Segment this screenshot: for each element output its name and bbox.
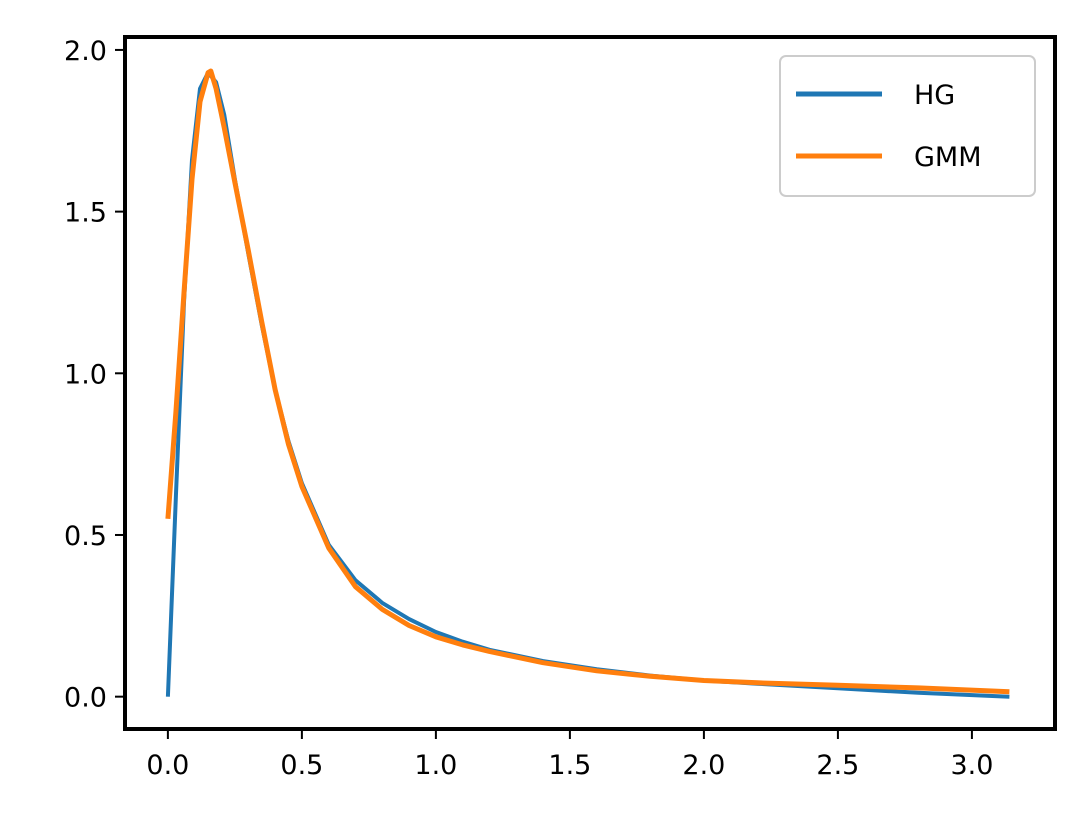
y-tick-label: 0.0	[64, 683, 107, 714]
x-tick-label: 3.0	[950, 750, 993, 781]
x-tick-label: 1.0	[414, 750, 457, 781]
x-tick-label: 2.0	[682, 750, 725, 781]
series-line-gmm	[165, 68, 1010, 695]
y-tick-label: 1.5	[64, 198, 107, 229]
y-tick-label: 1.0	[64, 359, 107, 390]
x-tick-label: 0.0	[146, 750, 189, 781]
legend-box	[779, 55, 1036, 197]
legend-label-hg: HG	[914, 80, 955, 111]
x-tick-label: 2.5	[816, 750, 859, 781]
y-tick-label: 2.0	[64, 36, 107, 67]
y-tick-label: 0.5	[64, 521, 107, 552]
legend: HG GMM	[779, 55, 1036, 197]
series-layer	[165, 68, 1010, 699]
plot-frame	[123, 35, 1057, 731]
x-axis: 0.0 0.5 1.0 1.5 2.0 2.5 3.0	[146, 729, 993, 781]
x-tick-label: 1.5	[548, 750, 591, 781]
y-axis: 0.0 0.5 1.0 1.5 2.0	[64, 36, 125, 714]
legend-label-gmm: GMM	[914, 142, 982, 173]
x-tick-label: 0.5	[280, 750, 323, 781]
